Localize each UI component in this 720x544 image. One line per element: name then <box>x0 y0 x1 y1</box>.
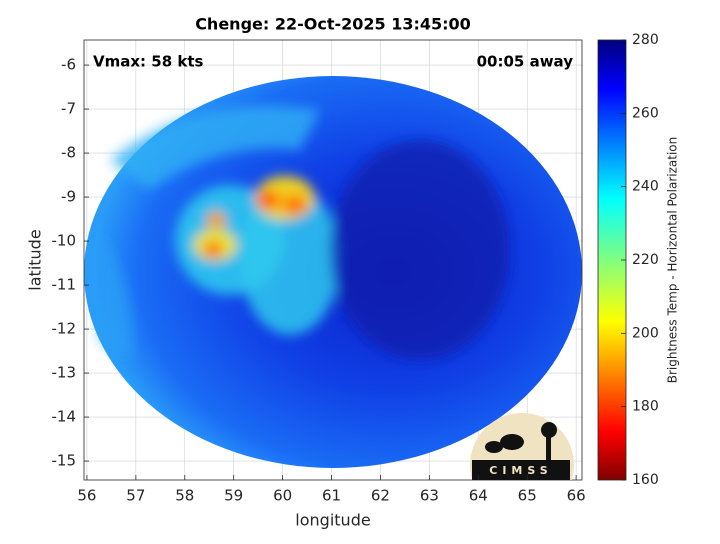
logo: CIMSS <box>470 413 574 480</box>
x-tick-label: 66 <box>567 487 586 505</box>
y-tick-label: -6 <box>61 56 76 74</box>
y-tick-label: -13 <box>52 364 77 382</box>
x-tick-label: 65 <box>518 487 537 505</box>
y-tick-label: -15 <box>52 452 77 470</box>
x-tick-label: 56 <box>77 487 96 505</box>
colorbar-tick-label: 180 <box>632 399 659 415</box>
annotation: Vmax: 58 kts <box>93 53 203 71</box>
colorbar-tick-label: 160 <box>632 472 659 488</box>
y-tick-label: -9 <box>61 188 76 206</box>
colorbar-tick-label: 220 <box>632 252 659 268</box>
y-tick-label: -8 <box>61 144 76 162</box>
colorbar-tick-label: 240 <box>632 179 659 195</box>
x-tick-label: 64 <box>469 487 488 505</box>
x-axis-label: longitude <box>295 511 370 530</box>
colorbar-tick-label: 200 <box>632 325 659 341</box>
x-tick-label: 63 <box>420 487 439 505</box>
x-tick-label: 60 <box>273 487 292 505</box>
x-tick-label: 62 <box>371 487 390 505</box>
satellite-image <box>84 76 582 468</box>
plot-frame <box>83 39 583 481</box>
colorbar-tick-label: 280 <box>632 32 659 48</box>
y-axis-label: latitude <box>26 229 45 290</box>
logo-text: CIMSS <box>489 464 552 477</box>
y-tick-label: -14 <box>52 408 77 426</box>
x-tick-label: 61 <box>322 487 341 505</box>
y-tick-label: -10 <box>52 232 77 250</box>
y-tick-label: -12 <box>52 320 77 338</box>
y-tick-label: -11 <box>52 276 77 294</box>
x-tick-label: 57 <box>126 487 145 505</box>
x-tick-label: 59 <box>224 487 243 505</box>
y-tick-label: -7 <box>61 100 76 118</box>
x-tick-label: 58 <box>175 487 194 505</box>
chart-title: Chenge: 22-Oct-2025 13:45:00 <box>195 15 471 34</box>
colorbar-label: Brightness Temp - Horizontal Polarizatio… <box>666 137 680 384</box>
annotation: 00:05 away <box>477 53 574 71</box>
colorbar-tick-label: 260 <box>632 105 659 121</box>
